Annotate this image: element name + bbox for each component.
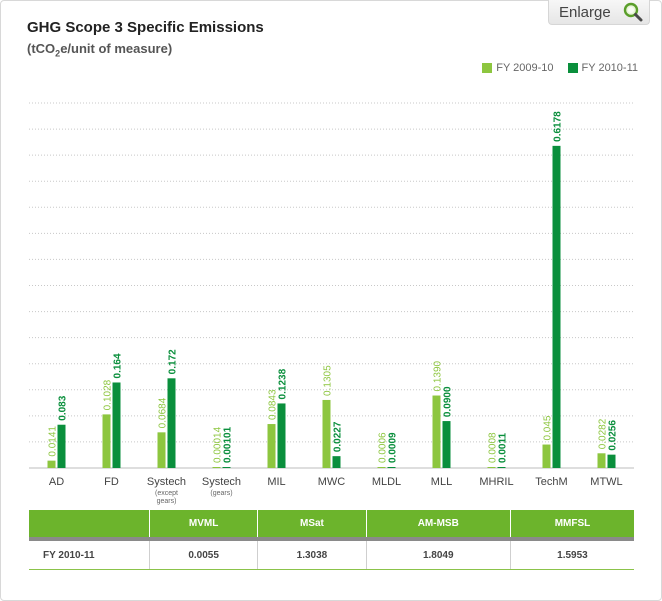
bar-fy2010 (332, 456, 341, 468)
data-label: 0.0900 (443, 386, 454, 417)
legend-item-fy2010: FY 2010-11 (567, 62, 638, 74)
data-label: 0.1238 (278, 368, 289, 399)
bar-fy2010 (552, 145, 561, 468)
category-label: MHRIL (479, 476, 513, 488)
bar-fy2010 (277, 403, 286, 468)
bar-fy2009 (157, 432, 166, 468)
category-note: (except (155, 490, 178, 497)
data-label: 0.0009 (388, 432, 399, 463)
subtitle-suffix: e/unit of measure) (60, 41, 173, 56)
bar-fy2009 (322, 399, 331, 468)
data-label: 0.0141 (48, 426, 59, 457)
category-label: FD (104, 476, 119, 488)
legend-swatch-fy2009 (482, 63, 493, 73)
bar-fy2010 (57, 424, 66, 468)
category-label: MWC (318, 476, 346, 488)
bar-fy2010 (112, 382, 121, 468)
category-label: MTWL (590, 476, 622, 488)
chart-subtitle: (tCO2e/unit of measure) (27, 41, 172, 59)
table-header-mmfsl: MMFSL (510, 510, 634, 541)
category-label: AD (49, 476, 64, 488)
table-row-label: FY 2010-11 (29, 539, 150, 570)
enlarge-label: Enlarge (559, 3, 611, 21)
data-label: 0.0227 (333, 421, 344, 452)
category-note: (gears) (210, 490, 232, 497)
table-row: FY 2010-11 0.0055 1.3038 1.8049 1.5953 (29, 539, 634, 570)
bar-fy2009 (542, 444, 551, 468)
legend-label-fy2010: FY 2010-11 (581, 62, 638, 74)
chart-legend: FY 2009-10 FY 2010-11 (482, 62, 638, 74)
category-label: Systech (202, 476, 241, 488)
category-label: Systech (147, 476, 186, 488)
legend-swatch-fy2010 (567, 63, 578, 73)
data-label: 0.1028 (103, 379, 114, 410)
data-label: 0.0256 (608, 420, 619, 451)
bar-fy2010 (222, 467, 231, 468)
data-label: 0.045 (543, 415, 554, 440)
magnifier-icon (623, 2, 643, 22)
data-label: 0.1390 (433, 360, 444, 391)
bar-fy2010 (167, 378, 176, 468)
bar-fy2010 (607, 454, 616, 468)
data-label: 0.1305 (323, 365, 334, 396)
bar-fy2009 (487, 467, 496, 468)
table-cell-msat: 1.3038 (257, 539, 367, 570)
category-note: gears) (157, 498, 177, 505)
table-header-empty (29, 510, 150, 541)
chart-title: GHG Scope 3 Specific Emissions (27, 19, 264, 36)
bar-fy2010 (442, 421, 451, 468)
table-cell-mvml: 0.0055 (149, 539, 259, 570)
bar-fy2009 (597, 453, 606, 468)
bar-fy2009 (47, 460, 56, 468)
data-label: 0.0843 (268, 389, 279, 420)
table-header-mvml: MVML (149, 510, 259, 541)
category-label: TechM (535, 476, 567, 488)
bar-fy2009 (267, 424, 276, 468)
table-header-am-msb: AM-MSB (366, 510, 511, 541)
enlarge-button[interactable]: Enlarge (548, 0, 650, 25)
legend-item-fy2009: FY 2009-10 (482, 62, 554, 74)
category-label: MLL (431, 476, 452, 488)
category-label: MIL (267, 476, 285, 488)
table-header-row: MVML MSat AM-MSB MMFSL (29, 510, 634, 541)
data-label: 0.00014 (213, 426, 224, 463)
legend-label-fy2009: FY 2009-10 (496, 62, 554, 74)
subtitle-subscript: 2 (55, 48, 61, 59)
bar-fy2009 (212, 467, 221, 468)
bar-fy2009 (377, 467, 386, 468)
subtitle-prefix: (tCO (27, 41, 56, 56)
summary-table: MVML MSat AM-MSB MMFSL FY 2010-11 0.0055… (29, 510, 634, 570)
bar-fy2009 (102, 414, 111, 468)
category-label: MLDL (372, 476, 401, 488)
bar-fy2010 (387, 467, 396, 468)
table-header-msat: MSat (257, 510, 367, 541)
data-label: 0.0282 (598, 418, 609, 449)
table-cell-am-msb: 1.8049 (366, 539, 511, 570)
data-label: 0.0011 (498, 433, 509, 463)
data-label: 0.0008 (488, 432, 499, 463)
data-label: 0.00101 (223, 426, 234, 463)
data-label: 0.172 (168, 349, 179, 374)
bar-fy2009 (432, 395, 441, 468)
data-label: 0.0006 (378, 432, 389, 463)
bar-fy2010 (497, 467, 506, 468)
data-label: 0.083 (58, 395, 69, 420)
data-label: 0.164 (113, 353, 124, 378)
table-cell-mmfsl: 1.5953 (510, 539, 634, 570)
data-label: 0.6178 (553, 111, 564, 142)
data-label: 0.0684 (158, 397, 169, 428)
